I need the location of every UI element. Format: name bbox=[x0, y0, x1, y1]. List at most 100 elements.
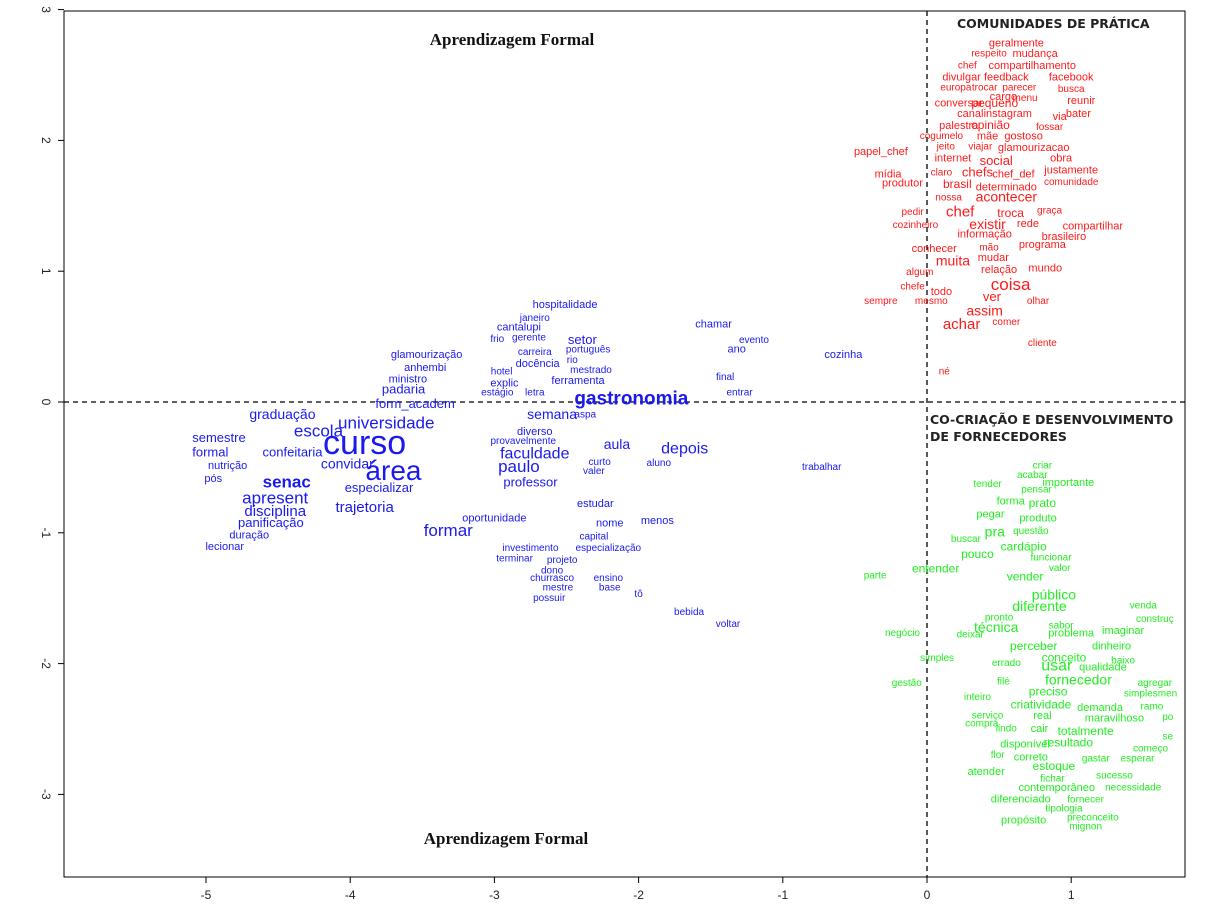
word-cluster1: palestra bbox=[939, 120, 979, 132]
word-cluster3: questão bbox=[1013, 526, 1049, 537]
word-cluster1: geralmente bbox=[989, 38, 1044, 50]
word-cluster2: área bbox=[365, 455, 421, 486]
word-cluster3: fichar bbox=[1040, 773, 1065, 784]
word-cluster2: hospitalidade bbox=[533, 299, 598, 311]
word-cluster1: chefs bbox=[962, 165, 994, 180]
word-cluster3: técnica bbox=[974, 619, 1019, 635]
word-cluster3: gastar bbox=[1082, 754, 1110, 765]
word-cluster2: glamourização bbox=[391, 349, 463, 361]
word-cluster3: fornecedor bbox=[1045, 671, 1112, 687]
word-cluster2: hotel bbox=[491, 367, 513, 378]
word-cluster2: pós bbox=[204, 473, 222, 485]
word-cluster1: jeito bbox=[936, 142, 956, 153]
word-cluster2: final bbox=[716, 372, 734, 383]
word-cluster3: esperar bbox=[1121, 754, 1156, 765]
word-cluster3: público bbox=[1032, 586, 1077, 602]
word-cluster2: letra bbox=[525, 387, 545, 398]
word-cluster2: especialização bbox=[576, 543, 642, 554]
word-cluster3: mignon bbox=[1069, 822, 1102, 833]
word-cluster1: mudar bbox=[978, 252, 1010, 264]
word-cluster2: estudar bbox=[577, 498, 614, 510]
word-cluster1: ver bbox=[983, 289, 1002, 304]
word-cluster1: cogumelo bbox=[920, 131, 964, 142]
heading-cluster1: COMUNIDADES DE PRÁTICA bbox=[957, 16, 1150, 31]
word-cluster1: compartilhar bbox=[1063, 221, 1124, 233]
word-cluster3: filé bbox=[997, 677, 1010, 688]
word-cluster3: atender bbox=[967, 766, 1005, 778]
word-cluster2: depois bbox=[661, 440, 708, 457]
word-cluster1: europa bbox=[940, 83, 972, 94]
word-cluster1: glamourizacao bbox=[998, 142, 1070, 154]
word-cluster3: diferenciado bbox=[991, 794, 1051, 806]
word-cluster1: conversar bbox=[935, 98, 984, 110]
word-cluster2: dono bbox=[541, 565, 564, 576]
word-cluster2: lecionar bbox=[205, 541, 244, 553]
word-cluster3: dinheiro bbox=[1092, 641, 1131, 653]
word-cluster1: olhar bbox=[1027, 296, 1050, 307]
word-cluster3: usar bbox=[1041, 657, 1073, 674]
word-cluster2: convidar bbox=[321, 455, 374, 471]
word-cluster3: compra bbox=[965, 718, 999, 729]
word-cluster2: panificação bbox=[238, 515, 304, 530]
word-cluster3: real bbox=[1033, 710, 1051, 722]
word-cluster1: sempre bbox=[864, 296, 898, 307]
word-cluster1: papel_chef bbox=[854, 146, 909, 158]
word-cluster3: inteiro bbox=[964, 692, 992, 703]
word-cluster1: né bbox=[939, 367, 951, 378]
word-cluster1: compartilhamento bbox=[989, 60, 1076, 72]
word-cluster1: produtor bbox=[882, 177, 923, 189]
word-cluster2: menos bbox=[641, 515, 675, 527]
y-tick-label: 1 bbox=[39, 268, 53, 275]
word-cluster2: anhembi bbox=[404, 362, 446, 374]
word-cluster1: obra bbox=[1050, 153, 1073, 165]
word-cluster2: aluno bbox=[647, 458, 672, 469]
word-cluster2: formal bbox=[192, 444, 228, 459]
word-cluster1: viajar bbox=[968, 142, 993, 153]
word-cluster2: valer bbox=[583, 466, 605, 477]
word-cluster3: negócio bbox=[885, 628, 920, 639]
word-cluster1: chefe bbox=[900, 282, 925, 293]
word-cluster2: semestre bbox=[192, 430, 245, 445]
word-cluster3: fornecer bbox=[1067, 794, 1104, 805]
word-cluster1: mudança bbox=[1013, 48, 1059, 60]
word-cluster3: serviço bbox=[972, 711, 1004, 722]
word-cluster3: disponível bbox=[1000, 739, 1050, 751]
word-cluster1: fossar bbox=[1036, 122, 1064, 133]
word-cluster2: base bbox=[599, 582, 621, 593]
word-cluster1: internet bbox=[935, 153, 972, 165]
word-cluster2: carreira bbox=[518, 347, 552, 358]
word-cluster1: assim bbox=[966, 302, 1003, 318]
word-cluster1: nossa bbox=[935, 193, 962, 204]
word-cluster1: pedir bbox=[901, 207, 924, 218]
word-cluster1: canal bbox=[957, 108, 983, 120]
word-cluster1: algum bbox=[906, 267, 933, 278]
word-cluster1: troca bbox=[997, 206, 1024, 220]
word-cluster2: semana bbox=[527, 406, 577, 422]
word-cluster3: tipologia bbox=[1045, 803, 1083, 814]
word-cluster1: chef_def bbox=[992, 168, 1035, 180]
word-cluster1: cozinheiro bbox=[893, 220, 939, 231]
word-cluster1: graça bbox=[1037, 206, 1062, 217]
word-cluster2: oportunidade bbox=[462, 512, 526, 524]
word-cluster1: social bbox=[980, 153, 1013, 168]
word-cluster1: muita bbox=[936, 253, 970, 269]
word-cluster3: errado bbox=[992, 658, 1021, 669]
heading-cluster3-line2: DE FORNECEDORES bbox=[930, 429, 1067, 444]
word-cluster1: gostoso bbox=[1004, 130, 1043, 142]
word-cluster3: necessidade bbox=[1105, 783, 1162, 794]
x-tick-label: -2 bbox=[633, 888, 644, 902]
word-cluster1: mãe bbox=[977, 130, 998, 142]
word-cluster3: forma bbox=[997, 495, 1026, 507]
word-cluster2: explic bbox=[490, 378, 519, 390]
word-cluster2: padaria bbox=[382, 382, 426, 397]
word-cluster1: chef bbox=[958, 60, 977, 71]
y-tick-label: -1 bbox=[39, 527, 53, 538]
word-cluster3: contemporâneo bbox=[1019, 782, 1095, 794]
word-cluster3: perceber bbox=[1010, 639, 1057, 653]
word-cluster2: confeitaria bbox=[263, 444, 324, 459]
word-cluster3: sucesso bbox=[1096, 771, 1133, 782]
word-cluster3: funcionar bbox=[1030, 552, 1072, 563]
word-cluster2: janeiro bbox=[519, 313, 550, 324]
word-cluster3: baixo bbox=[1111, 656, 1135, 667]
